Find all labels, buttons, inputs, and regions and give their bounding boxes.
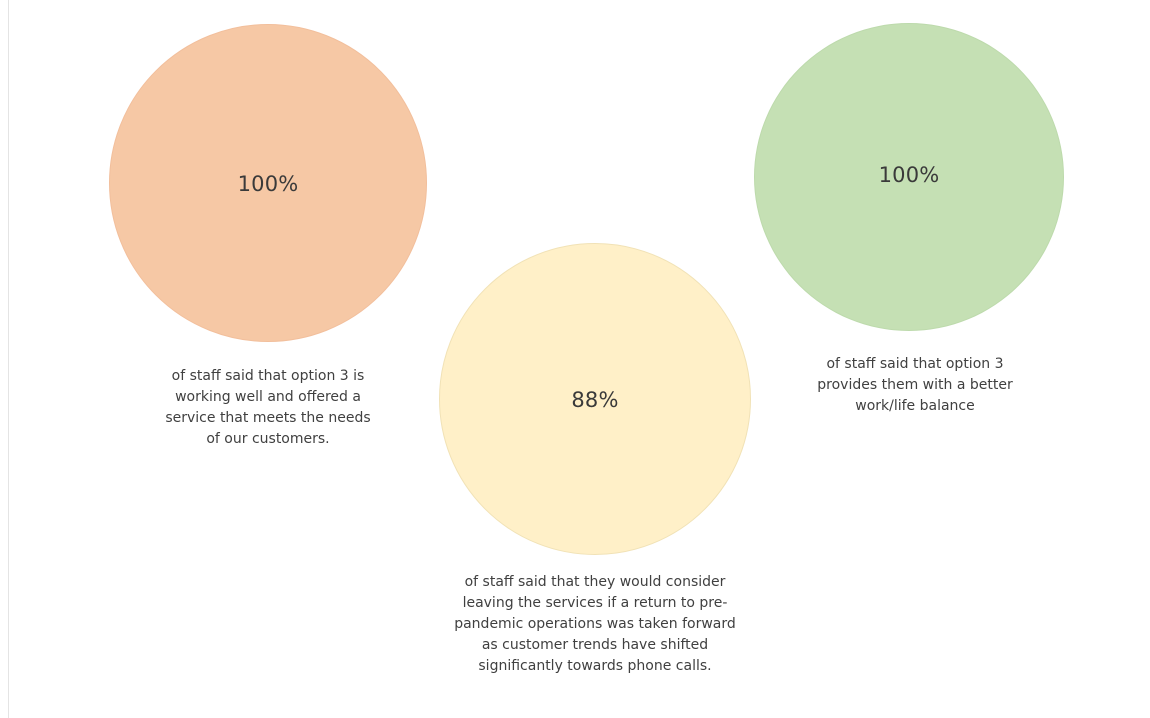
caption-line: provides them with a better xyxy=(817,377,1013,393)
caption-line: of our customers. xyxy=(206,431,330,447)
stat-caption-consider-leaving: of staff said that they would consider l… xyxy=(390,572,800,677)
stat-circle-work-life-balance: 100% xyxy=(754,23,1064,331)
stat-caption-option3-working-well: of staff said that option 3 is working w… xyxy=(118,366,418,450)
left-divider xyxy=(8,0,9,718)
stat-percentage: 88% xyxy=(571,388,619,412)
caption-line: as customer trends have shifted xyxy=(481,637,709,653)
stat-percentage: 100% xyxy=(878,163,940,187)
stat-circle-option3-working-well: 100% xyxy=(109,24,427,342)
stat-percentage: 100% xyxy=(237,172,299,196)
caption-line: of staff said that they would consider xyxy=(464,574,726,590)
caption-line: significantly towards phone calls. xyxy=(478,658,712,674)
caption-line: of staff said that option 3 is xyxy=(171,368,365,384)
caption-line: work/life balance xyxy=(855,398,975,414)
caption-line: service that meets the needs xyxy=(165,410,371,426)
stat-circle-consider-leaving: 88% xyxy=(439,243,751,555)
caption-line: leaving the services if a return to pre- xyxy=(462,595,728,611)
caption-line: pandemic operations was taken forward xyxy=(454,616,736,632)
caption-line: of staff said that option 3 xyxy=(826,356,1004,372)
stat-caption-work-life-balance: of staff said that option 3 provides the… xyxy=(770,354,1060,417)
caption-line: working well and offered a xyxy=(175,389,361,405)
